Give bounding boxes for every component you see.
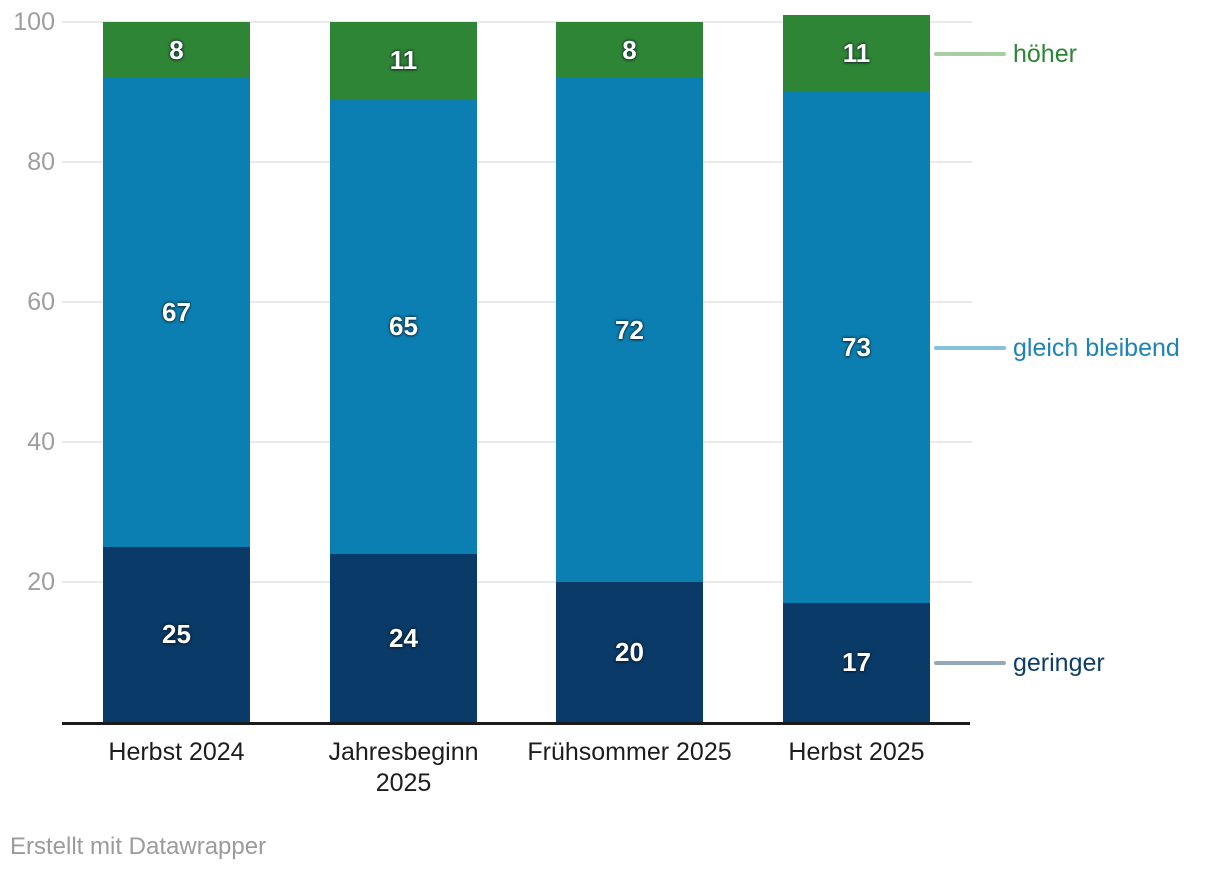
bar-segment-gleich-bleibend[interactable]: 67 xyxy=(103,78,250,547)
value-label: 20 xyxy=(615,636,644,667)
legend-line-geringer xyxy=(934,660,1006,665)
y-axis-tick-label: 60 xyxy=(27,288,55,316)
value-label: 65 xyxy=(389,311,418,341)
x-axis-baseline xyxy=(62,722,970,725)
legend-label-hoeher: höher xyxy=(1013,39,1077,68)
value-label: 8 xyxy=(169,34,184,65)
value-label: 72 xyxy=(615,314,644,345)
bar-segment-geringer[interactable]: 20 xyxy=(556,582,703,722)
legend-label-gleich-bleibend: gleich bleibend xyxy=(1013,333,1180,362)
value-label: 67 xyxy=(162,297,191,327)
legend-line-hoeher xyxy=(934,51,1006,56)
gridline-20 xyxy=(62,581,972,583)
gridline-100 xyxy=(62,21,972,23)
legend-label-geringer: geringer xyxy=(1013,648,1105,677)
bar-segment-hoeher[interactable]: 8 xyxy=(103,22,250,78)
value-label: 73 xyxy=(842,332,871,362)
value-label: 11 xyxy=(389,45,418,75)
value-label: 25 xyxy=(162,619,191,649)
y-axis-tick-label: 20 xyxy=(27,568,55,596)
legend-line-gleich-bleibend xyxy=(934,345,1006,350)
gridline-40 xyxy=(62,441,972,443)
value-label: 24 xyxy=(389,622,418,653)
attribution-text: Erstellt mit Datawrapper xyxy=(10,833,267,860)
gridline-80 xyxy=(62,161,972,163)
y-axis-tick-label: 100 xyxy=(13,8,55,36)
value-label: 8 xyxy=(622,34,637,65)
bar-segment-hoeher[interactable]: 11 xyxy=(330,22,477,99)
y-axis-tick-label: 40 xyxy=(27,428,55,456)
gridline-60 xyxy=(62,301,972,303)
value-label: 11 xyxy=(842,38,871,68)
value-label: 17 xyxy=(842,647,871,677)
bar-segment-gleich-bleibend[interactable]: 73 xyxy=(783,92,930,603)
bar-segment-gleich-bleibend[interactable]: 72 xyxy=(556,78,703,582)
x-axis-label: Herbst 2025 xyxy=(788,738,925,766)
bar-segment-geringer[interactable]: 24 xyxy=(330,554,477,722)
y-axis-tick-label: 80 xyxy=(27,148,55,176)
x-axis-label: Jahresbeginn 2025 xyxy=(328,738,479,797)
bar-segment-geringer[interactable]: 17 xyxy=(783,603,930,722)
bar-segment-geringer[interactable]: 25 xyxy=(103,547,250,722)
x-axis-label: Herbst 2024 xyxy=(108,738,245,766)
bar-segment-hoeher[interactable]: 11 xyxy=(783,15,930,92)
bar-segment-hoeher[interactable]: 8 xyxy=(556,22,703,78)
x-axis-label: Frühsommer 2025 xyxy=(527,738,732,766)
bar-segment-gleich-bleibend[interactable]: 65 xyxy=(330,99,477,554)
